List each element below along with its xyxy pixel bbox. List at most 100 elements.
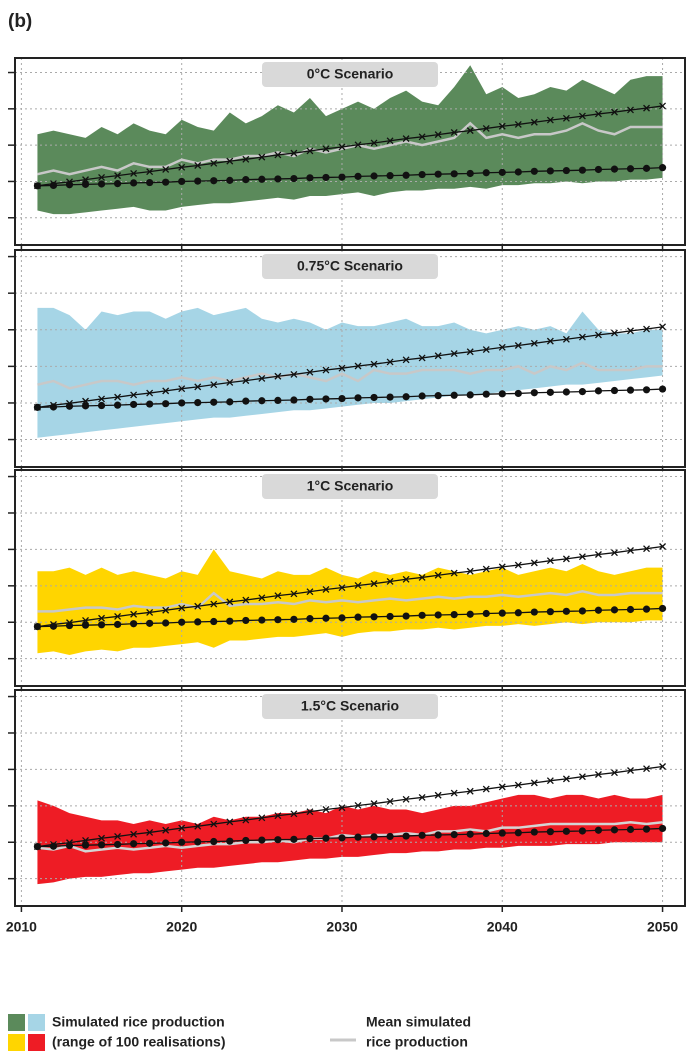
- point: [210, 398, 218, 406]
- trend-line: [37, 105, 663, 187]
- point: [530, 559, 538, 567]
- point: [514, 829, 522, 837]
- point: [370, 580, 378, 588]
- point: [610, 606, 619, 614]
- point: [97, 180, 106, 188]
- range-band: [37, 65, 663, 215]
- point: [354, 394, 362, 402]
- point: [82, 397, 89, 405]
- point: [498, 168, 506, 176]
- point: [546, 557, 554, 565]
- point: [514, 389, 522, 398]
- point: [98, 395, 106, 403]
- point: [130, 840, 138, 848]
- legend-swatch: [28, 1014, 45, 1031]
- point: [594, 165, 603, 174]
- point: [178, 824, 186, 832]
- point: [594, 826, 603, 834]
- point: [546, 388, 554, 396]
- point: [178, 163, 186, 171]
- point: [162, 400, 170, 408]
- point: [418, 170, 426, 179]
- point: [306, 588, 314, 596]
- point: [146, 608, 154, 616]
- mean-line: [37, 361, 663, 390]
- point: [450, 391, 458, 399]
- point: [450, 611, 458, 619]
- point: [562, 555, 570, 563]
- point: [514, 781, 522, 789]
- point: [402, 575, 410, 583]
- point: [402, 795, 410, 803]
- point: [33, 843, 41, 851]
- point: [146, 619, 154, 627]
- point: [530, 389, 538, 397]
- point: [130, 170, 138, 177]
- point: [594, 551, 602, 558]
- point: [530, 118, 538, 126]
- point: [274, 616, 282, 624]
- point: [546, 167, 554, 175]
- point: [194, 838, 202, 846]
- point: [594, 110, 602, 118]
- point: [658, 824, 667, 833]
- point: [274, 151, 282, 159]
- point: [162, 606, 170, 614]
- point: [66, 178, 73, 186]
- point: [338, 614, 346, 622]
- point: [354, 802, 362, 809]
- point: [418, 392, 426, 400]
- point: [466, 787, 474, 795]
- point: [178, 838, 186, 846]
- point: [434, 352, 442, 360]
- point: [482, 346, 490, 353]
- point: [81, 841, 90, 849]
- point: [98, 834, 106, 842]
- point: [33, 403, 41, 411]
- point: [66, 839, 73, 847]
- point: [643, 325, 650, 333]
- point: [162, 166, 170, 173]
- point: [354, 141, 362, 149]
- point: [466, 567, 474, 575]
- point: [546, 608, 554, 616]
- point: [306, 368, 314, 376]
- point: [306, 147, 314, 155]
- point: [210, 617, 218, 626]
- point: [546, 777, 554, 785]
- point: [610, 165, 619, 173]
- point: [162, 839, 170, 847]
- panel-frame: [14, 249, 686, 468]
- point: [274, 592, 282, 600]
- point: [194, 398, 202, 407]
- point: [162, 619, 170, 627]
- point: [50, 620, 57, 628]
- point: [594, 771, 602, 778]
- point: [226, 398, 234, 406]
- trend-line: [37, 326, 663, 408]
- point: [498, 122, 506, 130]
- point: [194, 162, 202, 169]
- point: [530, 167, 538, 175]
- point: [611, 329, 618, 337]
- point: [113, 180, 122, 188]
- point: [514, 561, 522, 569]
- point: [386, 393, 394, 401]
- panel-title: 0.75°C Scenario: [297, 258, 403, 274]
- panel-frame: [14, 689, 686, 907]
- panel-label: (b): [8, 11, 32, 32]
- point: [578, 388, 587, 396]
- point: [626, 825, 635, 834]
- point: [97, 621, 106, 629]
- point: [194, 618, 202, 626]
- x-tick-label: 2020: [166, 919, 197, 935]
- point: [546, 337, 554, 345]
- point: [627, 327, 634, 335]
- point: [322, 614, 330, 622]
- point: [562, 827, 570, 835]
- legend-swatch: [28, 1034, 45, 1051]
- point: [258, 153, 266, 161]
- point: [178, 385, 186, 393]
- point: [578, 333, 586, 341]
- point: [370, 613, 378, 621]
